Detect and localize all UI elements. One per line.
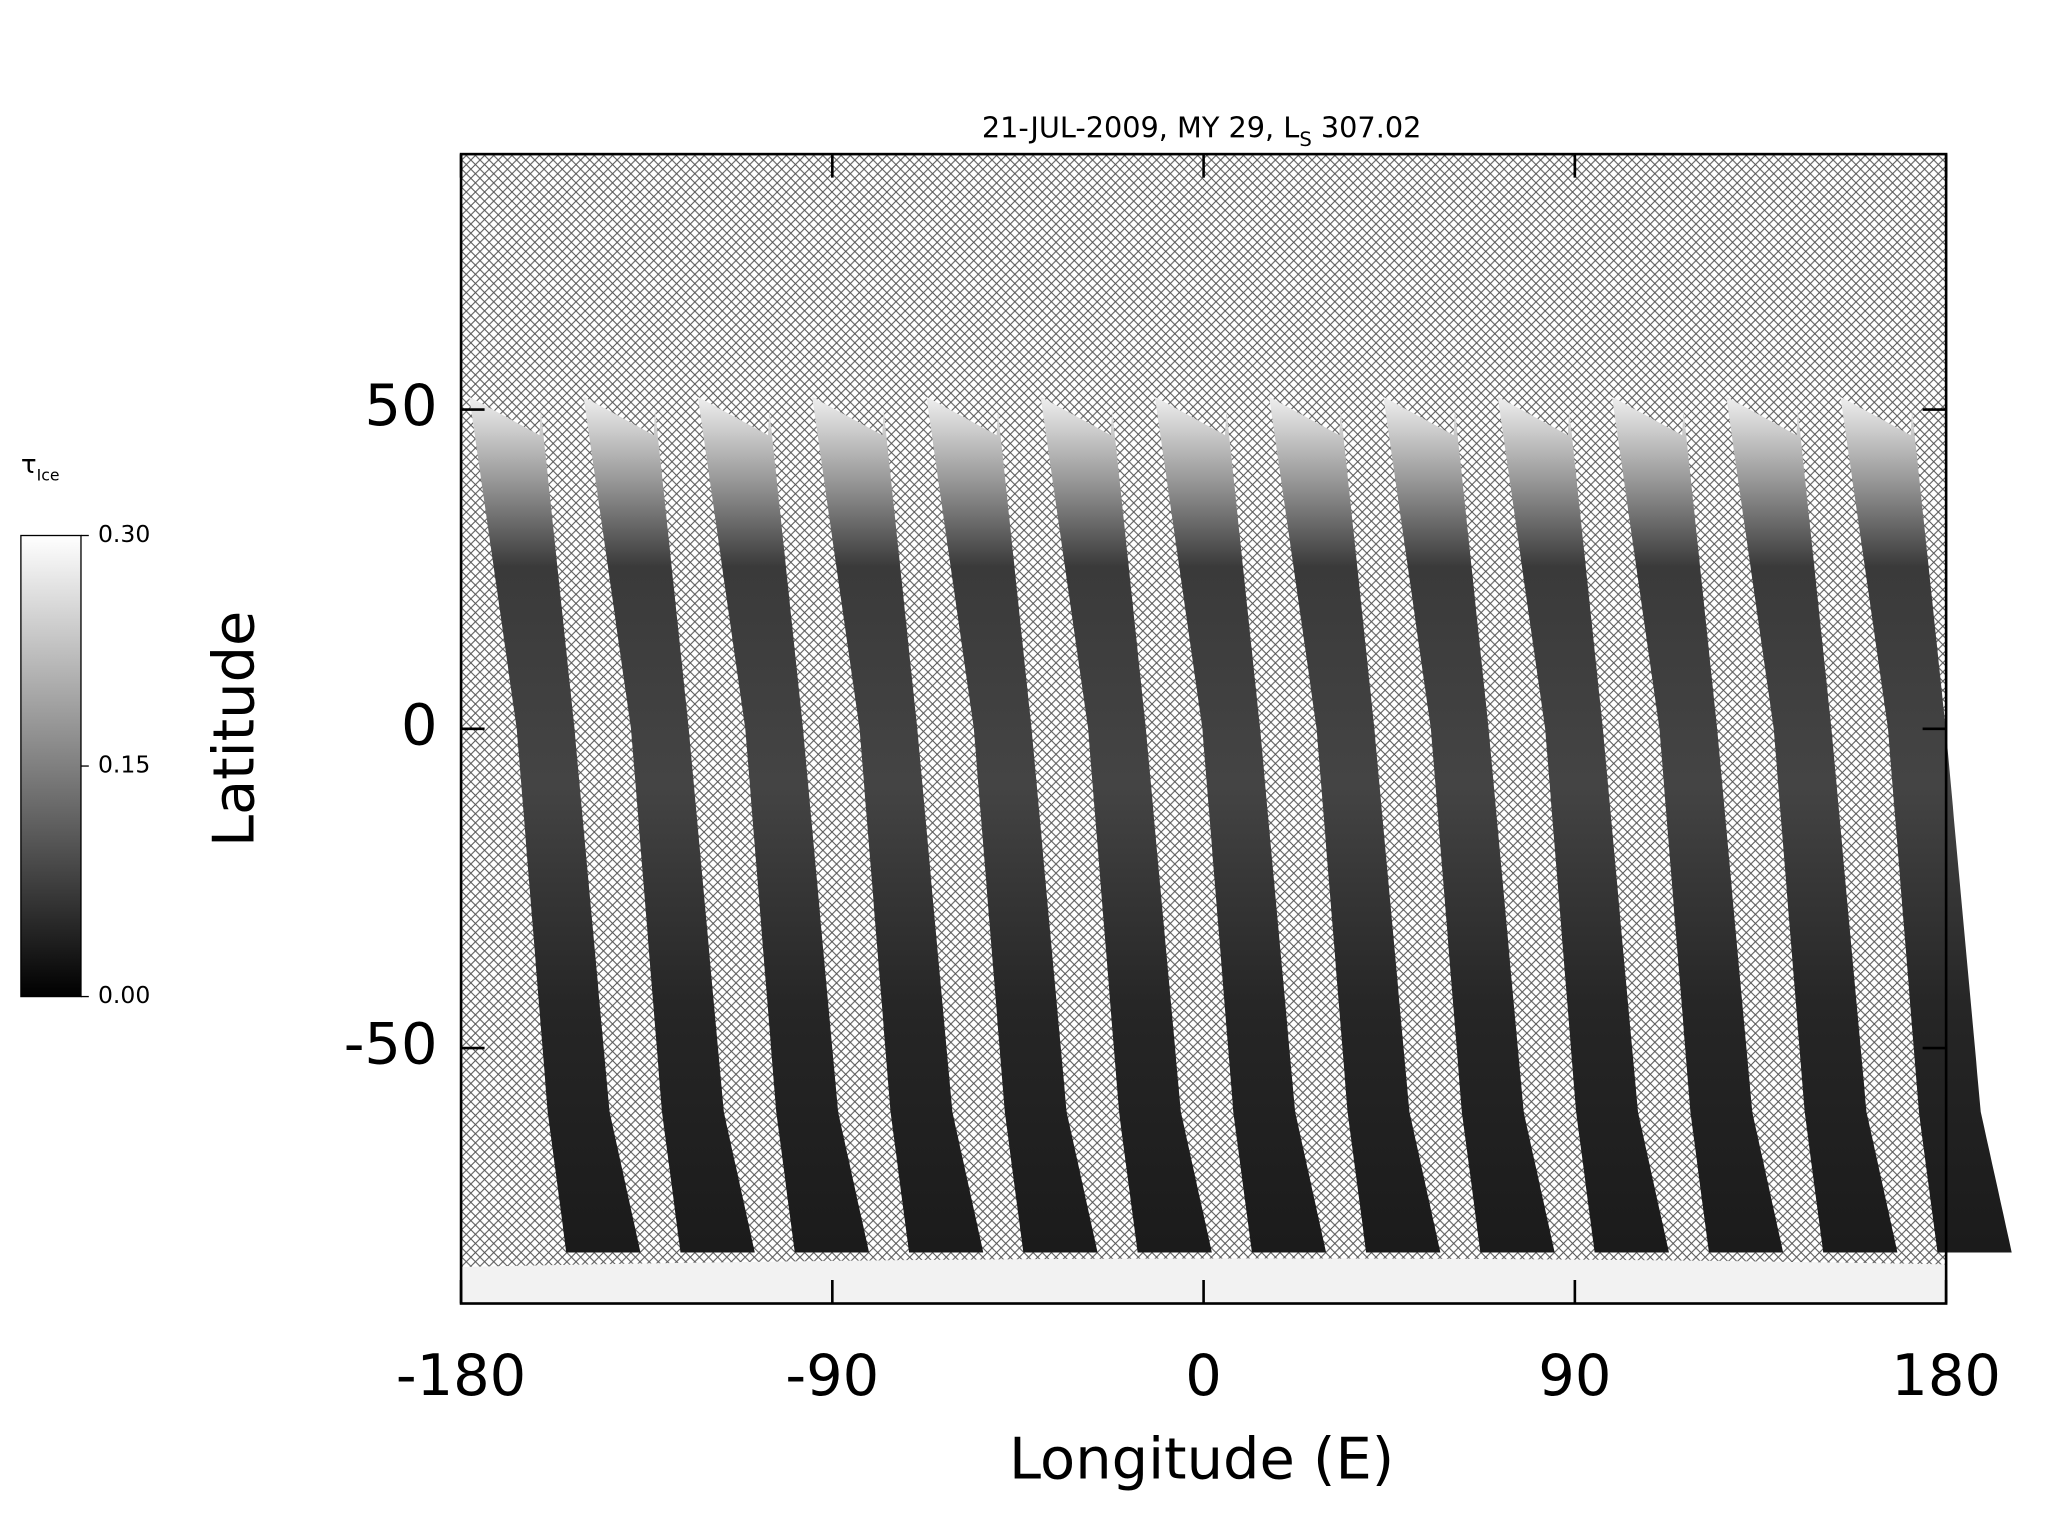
y-tick-label: 50 [364, 372, 437, 439]
title-suffix: 307.02 [1312, 110, 1422, 144]
y-tick-label: 0 [401, 691, 438, 758]
colorbar-tick-label: 0.00 [98, 981, 150, 1009]
colorbar [20, 534, 82, 998]
y-tick-label: -50 [344, 1011, 438, 1078]
colorbar-label: τIce [21, 449, 60, 483]
chart-title: 21-JUL-2009, MY 29, LS 307.02 [982, 110, 1422, 150]
x-tick-label: 180 [1891, 1342, 2001, 1409]
x-tick-label: 0 [1185, 1342, 1222, 1409]
swath [1269, 396, 1441, 1253]
title-text: 21-JUL-2009, MY 29, L [982, 110, 1299, 144]
title-subscript: S [1299, 127, 1311, 150]
swath [697, 396, 870, 1253]
swath [469, 396, 641, 1253]
colorbar-symbol: τ [21, 449, 37, 479]
y-axis-label: Latitude [200, 611, 267, 847]
x-tick-label: -180 [396, 1342, 526, 1409]
swath [583, 396, 755, 1253]
x-tick-label: 90 [1538, 1342, 1611, 1409]
x-axis-label: Longitude (E) [1009, 1425, 1394, 1492]
swath [1840, 396, 2012, 1253]
swath [1726, 396, 1898, 1253]
colorbar-subscript: Ice [37, 465, 60, 484]
colorbar-tick-label: 0.15 [98, 751, 150, 779]
swath [1154, 396, 1327, 1253]
swath [1497, 396, 1669, 1253]
colorbar-tick-label: 0.30 [98, 520, 150, 548]
swath [1612, 396, 1784, 1253]
x-tick-label: -90 [785, 1342, 879, 1409]
swath [1383, 396, 1555, 1253]
swath [1040, 396, 1212, 1253]
swath [926, 396, 1098, 1253]
swath [812, 396, 984, 1253]
